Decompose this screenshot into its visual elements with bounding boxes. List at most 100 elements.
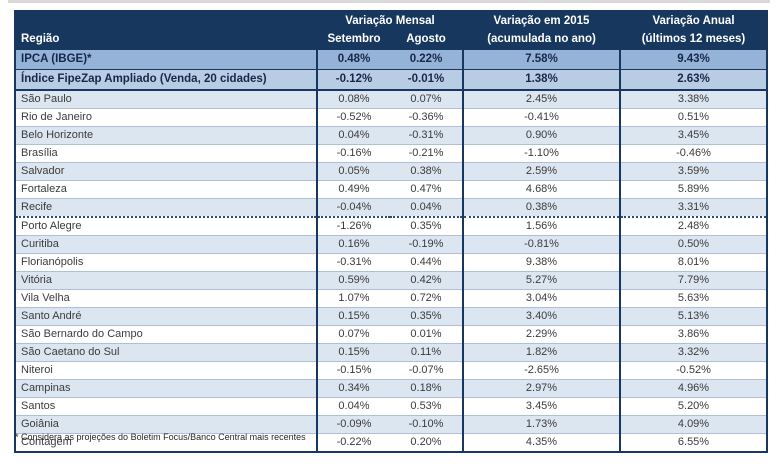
value-cell: 4.68% bbox=[462, 180, 620, 199]
region-cell: Recife bbox=[15, 198, 317, 217]
table-row: Santos 0.04% 0.53% 3.45% 5.20% bbox=[15, 397, 767, 416]
table-row: Vitória 0.59% 0.42% 5.27% 7.79% bbox=[15, 271, 767, 290]
region-cell: Campinas bbox=[15, 379, 317, 398]
table-row: Fortaleza 0.49% 0.47% 4.68% 5.89% bbox=[15, 180, 767, 199]
value-cell: 0.59% bbox=[316, 271, 390, 290]
value-cell: 4.35% bbox=[462, 433, 620, 452]
table-row: São Caetano do Sul 0.15% 0.11% 1.82% 3.3… bbox=[15, 343, 767, 362]
region-cell: Curitiba bbox=[15, 235, 317, 254]
value-cell: 0.72% bbox=[390, 289, 463, 308]
value-cell: -0.07% bbox=[390, 361, 463, 380]
table-row-ipca: IPCA (IBGE)* 0.48% 0.22% 7.58% 9.43% bbox=[15, 48, 767, 70]
value-cell: -0.52% bbox=[316, 108, 390, 127]
top-divider-strip bbox=[8, 0, 770, 3]
value-cell: -0.22% bbox=[316, 433, 390, 452]
value-cell: 0.04% bbox=[316, 397, 390, 416]
table-row: Goiânia -0.09% -0.10% 1.73% 4.09% bbox=[15, 415, 767, 434]
value-cell: 0.07% bbox=[390, 89, 463, 109]
value-cell: -2.65% bbox=[462, 361, 620, 380]
value-cell: 2.63% bbox=[619, 69, 767, 91]
header-ytd-sub: (acumulada no ano) bbox=[462, 30, 620, 49]
region-cell: Fortaleza bbox=[15, 180, 317, 199]
value-cell: 0.11% bbox=[390, 343, 463, 362]
value-cell: -0.10% bbox=[390, 415, 463, 434]
value-cell: 1.82% bbox=[462, 343, 620, 362]
value-cell: 4.96% bbox=[619, 379, 767, 398]
value-cell: 0.49% bbox=[316, 180, 390, 199]
value-cell: 0.34% bbox=[316, 379, 390, 398]
region-cell: Goiânia bbox=[15, 415, 317, 434]
value-cell: -0.31% bbox=[390, 126, 463, 145]
value-cell: 8.01% bbox=[619, 253, 767, 272]
region-cell: Belo Horizonte bbox=[15, 126, 317, 145]
region-cell: Contagem bbox=[15, 433, 317, 452]
value-cell: -0.21% bbox=[390, 144, 463, 163]
value-cell: 7.79% bbox=[619, 271, 767, 290]
value-cell: -0.52% bbox=[619, 361, 767, 380]
header-ytd-title: Variação em 2015 bbox=[462, 11, 620, 30]
value-cell: 0.44% bbox=[390, 253, 463, 272]
value-cell: 0.16% bbox=[316, 235, 390, 254]
value-cell: -0.12% bbox=[316, 69, 390, 91]
table-row-fipezap-index: Índice FipeZap Ampliado (Venda, 20 cidad… bbox=[15, 69, 767, 91]
value-cell: 0.08% bbox=[316, 89, 390, 109]
value-cell: 5.20% bbox=[619, 397, 767, 416]
table-header: Região Variação Mensal Variação em 2015 … bbox=[15, 11, 767, 49]
table-row: Florianópolis -0.31% 0.44% 9.38% 8.01% bbox=[15, 253, 767, 272]
fipezap-table-container: Região Variação Mensal Variação em 2015 … bbox=[14, 10, 768, 453]
value-cell: 0.47% bbox=[390, 180, 463, 199]
header-agosto: Agosto bbox=[390, 30, 463, 49]
value-cell: 2.48% bbox=[619, 216, 767, 236]
region-cell: Salvador bbox=[15, 162, 317, 181]
table-row: Porto Alegre -1.26% 0.35% 1.56% 2.48% bbox=[15, 216, 767, 236]
value-cell: 0.15% bbox=[316, 343, 390, 362]
value-cell: 0.53% bbox=[390, 397, 463, 416]
header-row-subtitles: Setembro Agosto (acumulada no ano) (últi… bbox=[15, 30, 767, 49]
header-monthly-title: Variação Mensal bbox=[316, 11, 463, 30]
value-cell: -0.04% bbox=[316, 198, 390, 217]
value-cell: -0.19% bbox=[390, 235, 463, 254]
table-row: Niteroi -0.15% -0.07% -2.65% -0.52% bbox=[15, 361, 767, 380]
value-cell: 0.42% bbox=[390, 271, 463, 290]
region-cell: São Caetano do Sul bbox=[15, 343, 317, 362]
table-row: Recife -0.04% 0.04% 0.38% 3.31% bbox=[15, 198, 767, 217]
value-cell: 2.29% bbox=[462, 325, 620, 344]
table-row: São Bernardo do Campo 0.07% 0.01% 2.29% … bbox=[15, 325, 767, 344]
value-cell: -0.01% bbox=[390, 69, 463, 91]
region-cell: IPCA (IBGE)* bbox=[15, 48, 317, 70]
value-cell: 1.73% bbox=[462, 415, 620, 434]
value-cell: 0.20% bbox=[390, 433, 463, 452]
value-cell: -0.15% bbox=[316, 361, 390, 380]
region-cell: Santo André bbox=[15, 307, 317, 326]
value-cell: 0.18% bbox=[390, 379, 463, 398]
value-cell: 0.48% bbox=[316, 48, 390, 70]
value-cell: -0.16% bbox=[316, 144, 390, 163]
value-cell: -0.46% bbox=[619, 144, 767, 163]
value-cell: 5.13% bbox=[619, 307, 767, 326]
table-row: Vila Velha 1.07% 0.72% 3.04% 5.63% bbox=[15, 289, 767, 308]
fipezap-variation-table: Região Variação Mensal Variação em 2015 … bbox=[14, 10, 768, 453]
header-row-titles: Região Variação Mensal Variação em 2015 … bbox=[15, 11, 767, 49]
value-cell: 0.35% bbox=[390, 307, 463, 326]
value-cell: 1.56% bbox=[462, 216, 620, 236]
value-cell: 0.35% bbox=[390, 216, 463, 236]
value-cell: 4.09% bbox=[619, 415, 767, 434]
value-cell: -0.36% bbox=[390, 108, 463, 127]
value-cell: 0.01% bbox=[390, 325, 463, 344]
region-cell: Rio de Janeiro bbox=[15, 108, 317, 127]
value-cell: 5.63% bbox=[619, 289, 767, 308]
table-row: Campinas 0.34% 0.18% 2.97% 4.96% bbox=[15, 379, 767, 398]
table-body: IPCA (IBGE)* 0.48% 0.22% 7.58% 9.43% Índ… bbox=[15, 48, 767, 452]
value-cell: -1.10% bbox=[462, 144, 620, 163]
region-cell: Porto Alegre bbox=[15, 216, 317, 236]
value-cell: -0.41% bbox=[462, 108, 620, 127]
value-cell: 1.38% bbox=[462, 69, 620, 91]
value-cell: 2.59% bbox=[462, 162, 620, 181]
region-cell: Santos bbox=[15, 397, 317, 416]
value-cell: 0.04% bbox=[390, 198, 463, 217]
region-cell: Vitória bbox=[15, 271, 317, 290]
region-cell: Vila Velha bbox=[15, 289, 317, 308]
value-cell: 9.38% bbox=[462, 253, 620, 272]
header-region: Região bbox=[15, 11, 317, 49]
footnote: * Considera as projeções do Boletim Focu… bbox=[15, 432, 306, 442]
